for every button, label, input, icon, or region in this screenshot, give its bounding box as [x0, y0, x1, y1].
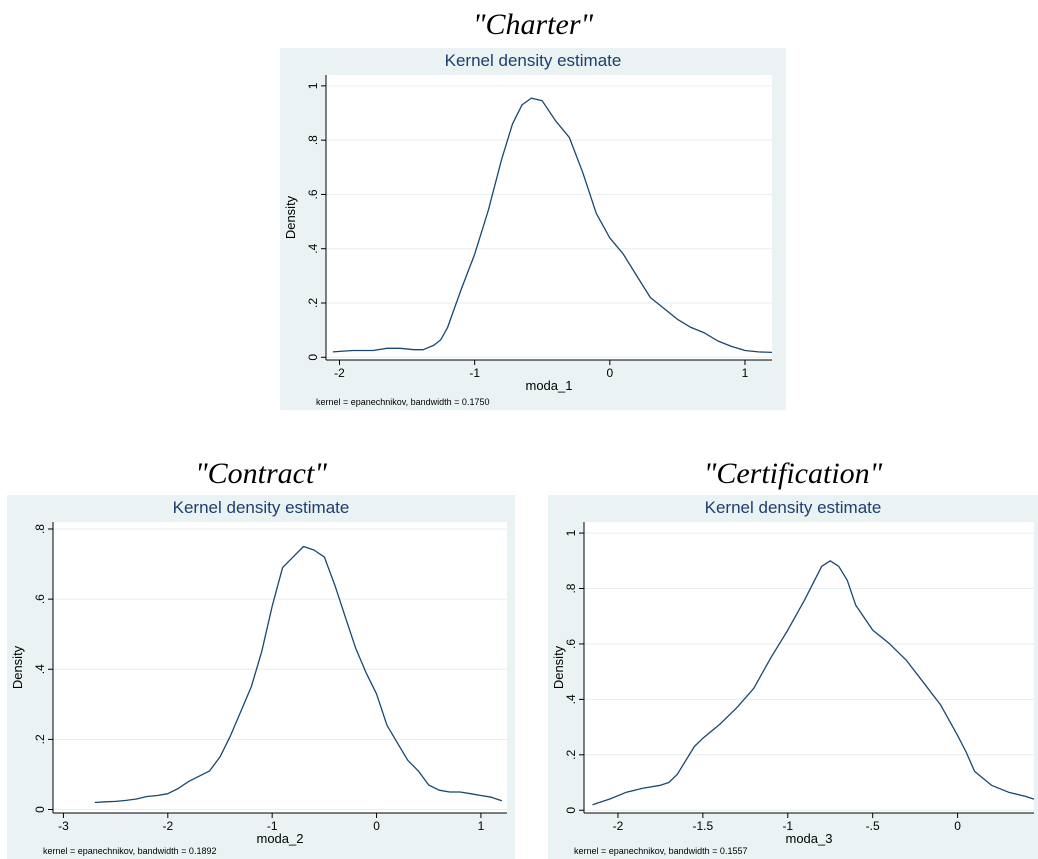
- plot-area: [53, 522, 507, 813]
- y-tick-label: .4: [306, 243, 320, 253]
- chart-title: Kernel density estimate: [445, 51, 622, 70]
- y-tick-label: .8: [33, 524, 47, 534]
- x-axis-label: moda_3: [786, 831, 833, 846]
- kernel-note: kernel = epanechnikov, bandwidth = 0.175…: [316, 397, 489, 407]
- x-axis-label: moda_2: [257, 831, 304, 846]
- kernel-note: kernel = epanechnikov, bandwidth = 0.155…: [574, 846, 747, 856]
- figure-title: "Certification": [703, 457, 883, 490]
- y-tick-label: 0: [33, 806, 47, 813]
- chart-title: Kernel density estimate: [705, 498, 882, 517]
- y-tick-label: .4: [33, 664, 47, 674]
- x-tick-label: -1.5: [693, 819, 714, 833]
- y-tick-label: .2: [33, 734, 47, 744]
- kernel-note: kernel = epanechnikov, bandwidth = 0.189…: [43, 846, 216, 856]
- x-tick-label: -3: [58, 819, 69, 833]
- x-tick-label: 0: [606, 366, 613, 380]
- kernel-density-chart: Kernel density estimate 0 .2 .4 .6 .8 1 -2 -1 0 1 m…: [280, 48, 786, 410]
- x-tick-label: -2: [613, 819, 624, 833]
- y-axis-label: Density: [10, 645, 25, 689]
- chart-contract: "Contract" Kernel density estimate 0 .2 .4.…: [7, 455, 515, 859]
- x-tick-label: 1: [478, 819, 485, 833]
- y-tick-label: .6: [306, 189, 320, 199]
- figure-title: "Contract": [195, 457, 327, 490]
- y-tick-label: .8: [306, 135, 320, 145]
- y-tick-label: .4: [564, 694, 578, 704]
- y-axis-label: Density: [283, 195, 298, 239]
- y-tick-label: 0: [306, 354, 320, 361]
- y-tick-label: .2: [564, 749, 578, 759]
- x-tick-label: 0: [954, 819, 961, 833]
- y-axis-label: Density: [551, 645, 566, 689]
- x-tick-label: 1: [742, 366, 749, 380]
- plot-area: [326, 75, 772, 360]
- plot-area: [584, 522, 1034, 813]
- x-tick-label: -.5: [866, 819, 880, 833]
- density-line: [332, 97, 773, 354]
- x-tick-label: -1: [782, 819, 793, 833]
- kernel-density-chart: Kernel density estimate 0 .2 .4 .6 .8 1 -2 -1.5 -…: [548, 495, 1038, 859]
- density-line: [592, 560, 1035, 806]
- kernel-density-chart: Kernel density estimate 0 .2 .4 .6 .8 -3 -2 -1 0 1…: [7, 495, 515, 859]
- x-tick-label: -2: [334, 366, 345, 380]
- density-line: [94, 545, 503, 804]
- x-axis-label: moda_1: [526, 378, 573, 393]
- chart-charter: "Charter" Kernel density estimate 0 .2 .4 .6…: [280, 0, 786, 420]
- figure-title: "Charter": [472, 8, 594, 41]
- y-tick-label: .2: [306, 298, 320, 308]
- y-tick-label: 1: [564, 529, 578, 536]
- y-tick-label: .8: [564, 583, 578, 593]
- y-tick-label: 1: [306, 82, 320, 89]
- x-tick-label: -2: [162, 819, 173, 833]
- x-tick-label: -1: [469, 366, 480, 380]
- chart-title: Kernel density estimate: [173, 498, 350, 517]
- chart-certification: "Certification" Kernel density estimate 0…: [548, 455, 1038, 859]
- x-tick-label: -1: [267, 819, 278, 833]
- x-tick-label: 0: [373, 819, 380, 833]
- y-tick-label: .6: [33, 594, 47, 604]
- y-tick-label: 0: [564, 807, 578, 814]
- y-tick-label: .6: [564, 639, 578, 649]
